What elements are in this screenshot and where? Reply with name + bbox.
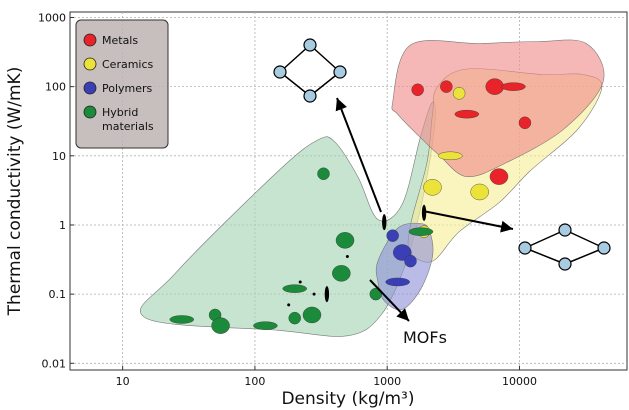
arrow-to-upper-structure (335, 97, 382, 213)
legend-label-polymers: Polymers (102, 82, 153, 95)
y-tick-label: 1000 (38, 11, 66, 24)
point-ceramics (423, 179, 442, 196)
y-tick-label: 1 (59, 219, 66, 232)
point-metals (518, 116, 532, 130)
x-tick-label: 10000 (502, 375, 537, 388)
y-tick-label: 0.1 (49, 288, 67, 301)
x-axis-ticks: 10 100 1000 10000 (116, 366, 537, 388)
legend: Metals Ceramics Polymers Hybrid materials (75, 19, 169, 149)
point-mof (287, 303, 291, 307)
point-hybrid-materials (408, 227, 434, 236)
y-tick-label: 10 (52, 150, 66, 163)
point-polymers (404, 254, 417, 268)
y-tick-label: 0.01 (42, 357, 67, 370)
point-hybrid-materials (211, 317, 230, 334)
point-hybrid-materials (282, 284, 307, 293)
point-hybrid-materials (317, 167, 330, 180)
arrow-to-lower-structure (422, 210, 514, 233)
point-hybrid-materials (335, 232, 355, 249)
mof-structure-diagram-upper (273, 38, 347, 103)
point-metals (501, 82, 526, 91)
point-mof-highlight (324, 286, 330, 303)
x-axis-title: Density (kg/m³) (281, 389, 414, 409)
y-tick-label: 100 (45, 81, 66, 94)
point-polymers (385, 277, 410, 287)
y-axis-title: Thermal conductivity (W/mK) (5, 67, 25, 317)
legend-label-ceramics: Ceramics (102, 58, 154, 71)
point-mof (345, 255, 349, 259)
point-hybrid-materials (302, 306, 322, 324)
point-metals (411, 83, 424, 97)
arrow-to-mofs-label (369, 279, 410, 322)
mofs-label: MOFs (403, 328, 447, 347)
data-points (169, 78, 532, 334)
legend-marker-metals (83, 33, 97, 47)
point-metals (454, 109, 480, 119)
legend-marker-hybrid-materials (83, 105, 97, 119)
point-mof-highlight (421, 204, 427, 221)
legend-label-metals: Metals (102, 34, 138, 47)
point-hybrid-materials (332, 265, 351, 282)
mof-structure-diagram-lower (518, 223, 611, 271)
point-hybrid-materials (288, 311, 301, 325)
x-tick-label: 100 (244, 375, 265, 388)
x-tick-label: 1000 (373, 375, 401, 388)
point-mof (312, 292, 316, 296)
legend-marker-ceramics (83, 57, 97, 71)
point-ceramics (438, 151, 463, 161)
point-polymers (386, 229, 399, 242)
point-hybrid-materials (369, 287, 382, 301)
point-hybrid-materials (169, 315, 194, 324)
legend-label-hybrid-materials: Hybrid materials (102, 106, 154, 133)
y-axis-ticks: 0.01 0.1 1 10 100 1000 (38, 11, 74, 370)
x-tick-label: 10 (116, 375, 130, 388)
annotations: MOFs (273, 38, 611, 347)
point-metals (440, 80, 453, 93)
point-mof-highlight (382, 214, 387, 231)
point-hybrid-materials (253, 321, 278, 330)
point-mof (298, 280, 302, 284)
legend-marker-polymers (83, 81, 97, 95)
legend-box (75, 19, 169, 149)
point-metals (485, 78, 504, 95)
point-ceramics (452, 87, 466, 100)
envelope-metals (391, 39, 605, 177)
point-metals (489, 168, 509, 185)
series-envelopes (139, 39, 605, 337)
point-ceramics (470, 183, 489, 201)
